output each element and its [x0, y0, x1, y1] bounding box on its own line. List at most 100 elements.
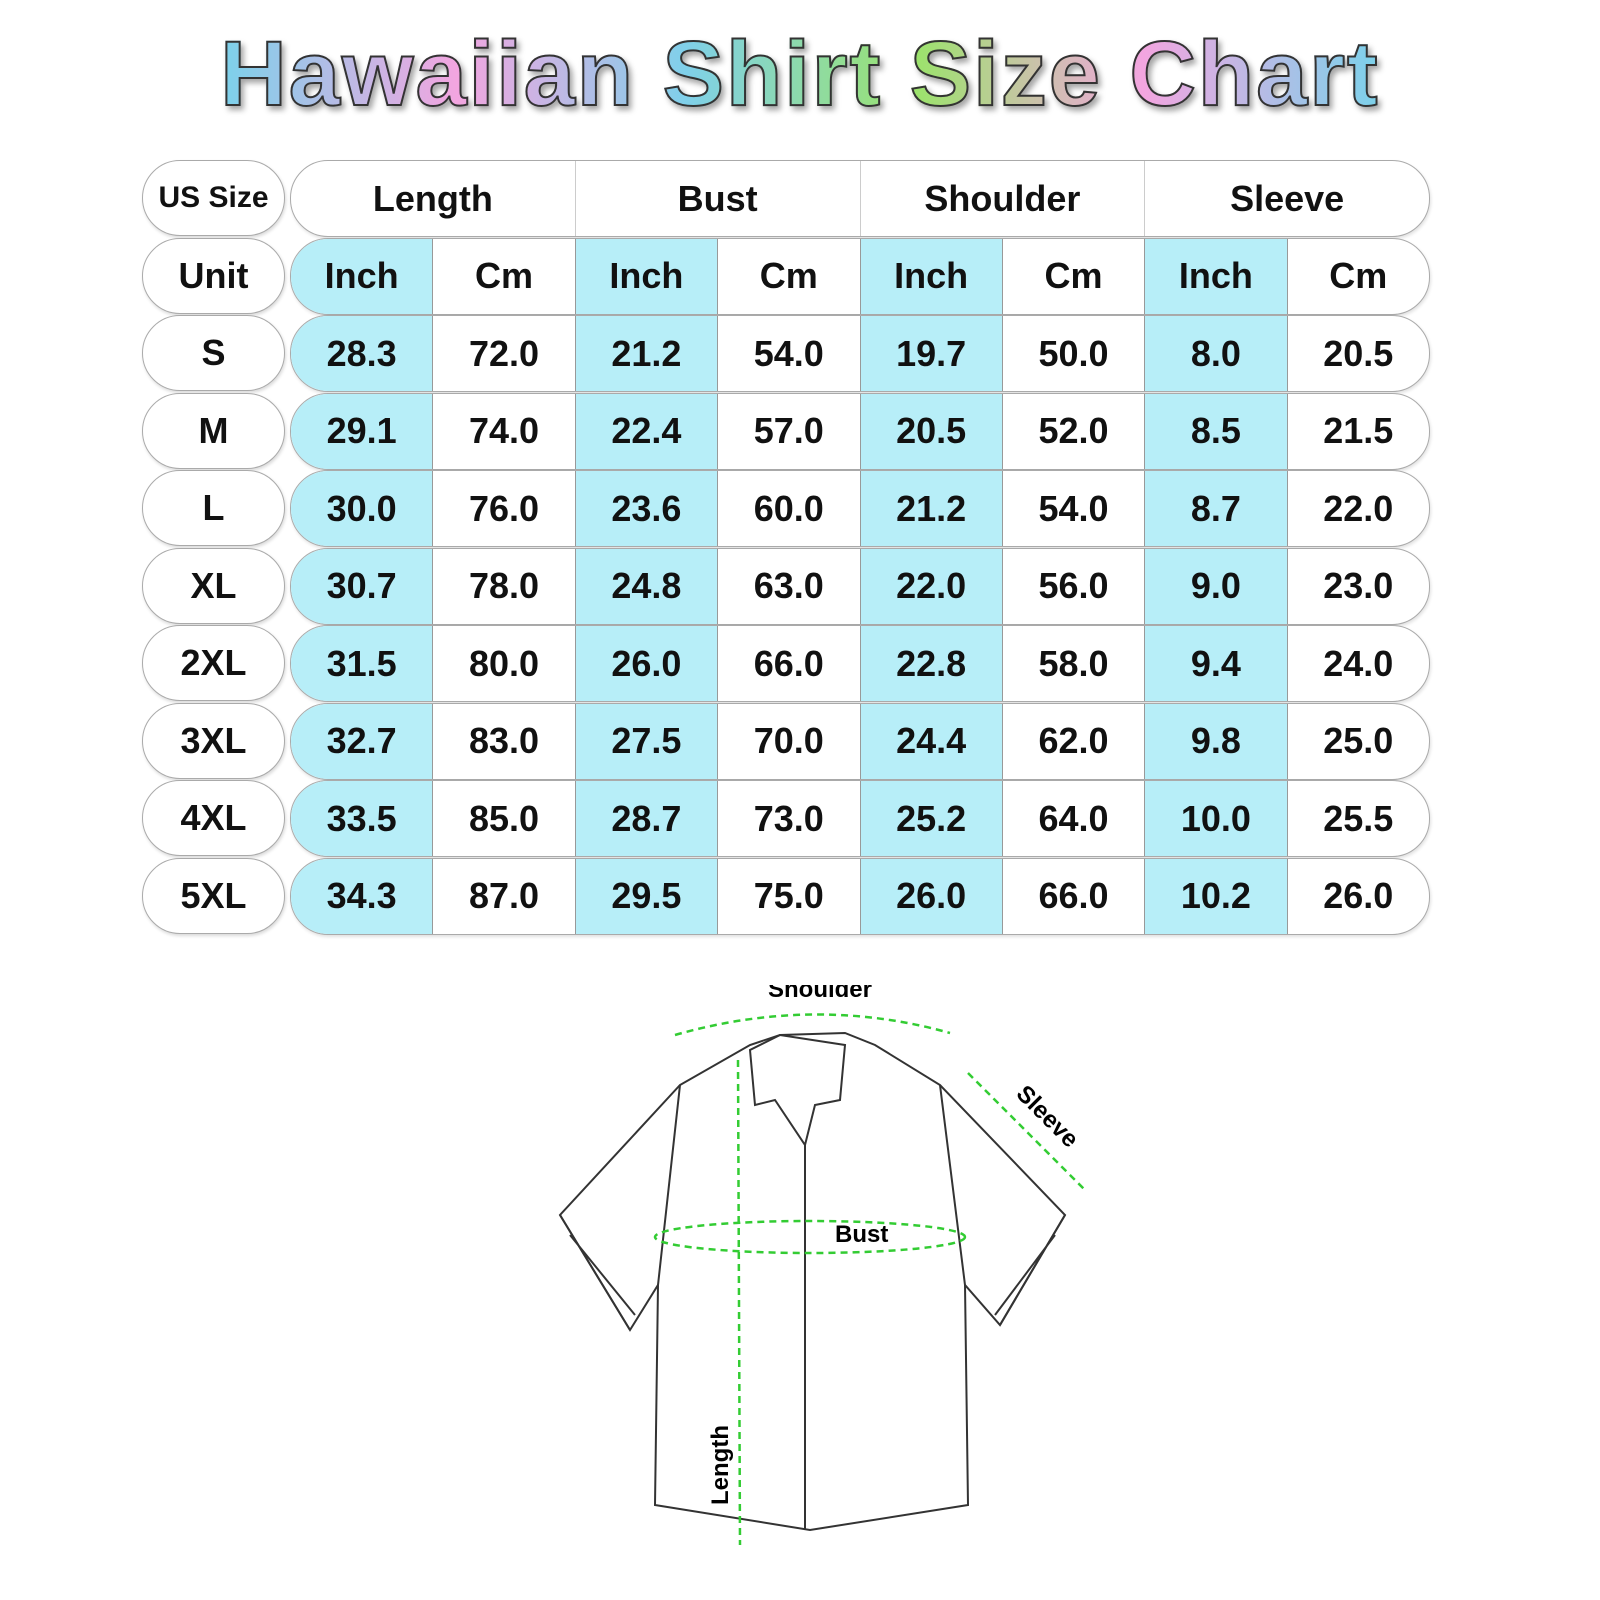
- sleeve-label: Sleeve: [1011, 1080, 1084, 1153]
- table-cell: 66.0: [718, 626, 861, 701]
- table-cell: 66.0: [1003, 858, 1146, 934]
- table-cell: 21.5: [1323, 410, 1394, 451]
- table-cell: 26.0: [1323, 875, 1394, 916]
- group-header: Shoulder: [861, 161, 1146, 236]
- table-cell: 74.0: [433, 393, 576, 469]
- shirt-diagram: Shoulder Sleeve Bust Length: [558, 985, 1086, 1546]
- length-measure-line: [736, 1059, 742, 1546]
- table-cell: 34.3: [291, 858, 434, 934]
- unit-header-cell: Inch: [291, 238, 434, 314]
- table-cell: 20.5: [860, 393, 1003, 469]
- table-cell: 25.2: [860, 781, 1003, 856]
- table-cell: 23.0: [1323, 565, 1394, 606]
- table-cell: 8.7: [1145, 471, 1288, 546]
- table-row: 29.1 74.0 22.4 57.0 20.5 52.0 8.5 21.5: [290, 392, 1430, 470]
- shoulder-measure-line: [674, 1013, 951, 1037]
- unit-header-cell: Cm: [1329, 255, 1388, 296]
- page-title: Hawaiian Shirt Size Chart: [0, 22, 1600, 127]
- table-cell: 25.0: [1323, 720, 1394, 761]
- table-cell: 32.7: [291, 703, 434, 779]
- size-label: 3XL: [142, 702, 285, 779]
- table-cell: 62.0: [1003, 703, 1146, 779]
- table-cell: 64.0: [1003, 781, 1146, 856]
- table-cell: 9.0: [1145, 548, 1288, 624]
- shoulder-label: Shoulder: [768, 985, 872, 1003]
- sleeve-measure-line: [967, 1072, 1086, 1191]
- table-cell: 33.5: [291, 781, 434, 856]
- table-cell: 57.0: [718, 393, 861, 469]
- bust-measure-line: [653, 1219, 967, 1255]
- table-cell: 23.6: [575, 471, 719, 546]
- table-cell: 54.0: [718, 316, 861, 391]
- table-cell: 28.7: [575, 781, 719, 856]
- table-cell: 8.0: [1145, 316, 1288, 391]
- table-cell: 24.0: [1323, 642, 1394, 684]
- table-cell: 9.8: [1145, 703, 1288, 779]
- table-cell: 85.0: [433, 781, 576, 856]
- table-cell: 29.1: [291, 393, 434, 469]
- table-cell: 63.0: [718, 548, 861, 624]
- table-cell: 22.0: [1323, 487, 1394, 529]
- table-cell: 60.0: [718, 471, 861, 546]
- size-label: 4XL: [142, 780, 285, 856]
- group-header: Length: [291, 161, 576, 236]
- length-label: Length: [707, 1425, 734, 1505]
- size-label: 2XL: [142, 625, 285, 701]
- table-cell: 80.0: [433, 626, 576, 701]
- size-label: 5XL: [142, 857, 285, 934]
- unit-header-cell: Cm: [718, 238, 861, 314]
- table-cell: 29.5: [575, 858, 719, 934]
- table-cell: 50.0: [1003, 316, 1146, 391]
- table-cell: 76.0: [433, 471, 576, 546]
- table-row: 33.5 85.0 28.7 73.0 25.2 64.0 10.0 25.5: [290, 780, 1430, 857]
- table-cell: 22.4: [575, 393, 719, 469]
- table-cell: 26.0: [860, 858, 1003, 934]
- unit-header-cell: Cm: [433, 238, 576, 314]
- table-cell: 10.2: [1145, 858, 1288, 934]
- table-cell: 70.0: [718, 703, 861, 779]
- table-cell: 72.0: [433, 316, 576, 391]
- table-cell: 27.5: [575, 703, 719, 779]
- table-cell: 26.0: [575, 626, 719, 701]
- table-cell: 54.0: [1003, 471, 1146, 546]
- table-cell: 9.4: [1145, 626, 1288, 701]
- table-cell: 87.0: [433, 858, 576, 934]
- unit-header: Unit: [142, 237, 285, 314]
- table-cell: 30.7: [291, 548, 434, 624]
- size-label: XL: [142, 547, 285, 624]
- group-header: Bust: [576, 161, 861, 236]
- size-label: M: [142, 392, 285, 469]
- unit-row: Inch Cm Inch Cm Inch Cm Inch Cm: [290, 237, 1430, 315]
- table-cell: 20.5: [1323, 332, 1394, 374]
- table-cell: 8.5: [1145, 393, 1288, 469]
- group-header: Sleeve: [1230, 177, 1345, 219]
- table-cell: 31.5: [291, 626, 434, 701]
- table-cell: 19.7: [860, 316, 1003, 391]
- table-cell: 56.0: [1003, 548, 1146, 624]
- table-cell: 21.2: [575, 316, 719, 391]
- table-cell: 24.4: [860, 703, 1003, 779]
- table-cell: 83.0: [433, 703, 576, 779]
- table-cell: 22.0: [860, 548, 1003, 624]
- unit-header-cell: Inch: [860, 238, 1003, 314]
- table-cell: 21.2: [860, 471, 1003, 546]
- table-cell: 58.0: [1003, 626, 1146, 701]
- table-row: 28.3 72.0 21.2 54.0 19.7 50.0 8.0 20.5: [290, 315, 1430, 392]
- table-row: 31.5 80.0 26.0 66.0 22.8 58.0 9.4 24.0: [290, 625, 1430, 702]
- unit-header-cell: Inch: [1145, 238, 1288, 314]
- size-label: L: [142, 470, 285, 546]
- table-cell: 78.0: [433, 548, 576, 624]
- table-cell: 10.0: [1145, 781, 1288, 856]
- table-cell: 24.8: [575, 548, 719, 624]
- table-row: 32.7 83.0 27.5 70.0 24.4 62.0 9.8 25.0: [290, 702, 1430, 780]
- table-cell: 22.8: [860, 626, 1003, 701]
- table-cell: 30.0: [291, 471, 434, 546]
- table-row: 30.0 76.0 23.6 60.0 21.2 54.0 8.7 22.0: [290, 470, 1430, 547]
- table-row: 30.7 78.0 24.8 63.0 22.0 56.0 9.0 23.0: [290, 547, 1430, 625]
- table-cell: 25.5: [1323, 797, 1394, 839]
- table-cell: 75.0: [718, 858, 861, 934]
- group-header-row: Length Bust Shoulder Sleeve: [290, 160, 1430, 237]
- table-cell: 28.3: [291, 316, 434, 391]
- table-cell: 73.0: [718, 781, 861, 856]
- size-label: S: [142, 315, 285, 391]
